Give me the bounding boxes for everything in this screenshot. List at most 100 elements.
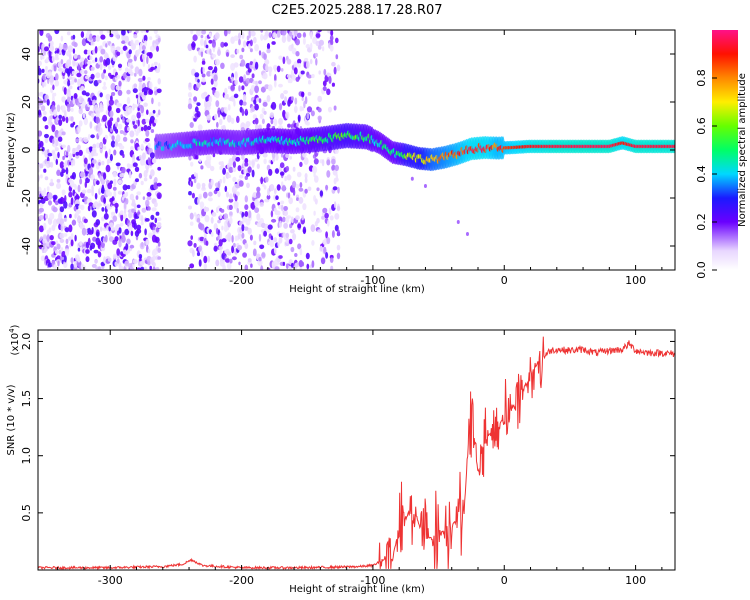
- spectrogram-cell: [56, 178, 61, 183]
- spectrogram-cell: [136, 204, 141, 209]
- spectrogram-cell: [227, 251, 232, 256]
- spectrogram-cell: [69, 54, 72, 61]
- spectrogram-cell: [84, 75, 91, 80]
- spectrogram-cell: [235, 156, 241, 162]
- spectrogram-cell: [48, 200, 52, 206]
- spectrogram-cell: [247, 258, 252, 263]
- spectrogram-cell: [66, 96, 71, 103]
- spectrogram-cell: [310, 42, 313, 51]
- spectrogram-cell: [140, 30, 144, 33]
- spectrogram-cell: [202, 185, 206, 190]
- spectrogram-cell: [322, 80, 327, 87]
- spectrogram-cell: [266, 48, 271, 54]
- spectrogram-cell: [152, 109, 156, 114]
- spectrogram-cell: [244, 162, 249, 167]
- spectrogram-cell: [119, 145, 125, 150]
- spectrogram-cell: [99, 92, 103, 98]
- spectrogram-cell: [229, 193, 233, 200]
- spectrogram-cell: [153, 201, 158, 208]
- spectrogram-cell: [84, 70, 88, 75]
- spectrogram-cell: [77, 54, 81, 60]
- spectrogram-cell: [135, 195, 139, 200]
- spectrogram-cell: [303, 157, 309, 165]
- spectrogram-cell: [336, 244, 341, 251]
- spectrogram-cell: [110, 30, 116, 35]
- spectrogram-cell: [195, 154, 199, 160]
- spectrogram-cell: [116, 33, 120, 40]
- spectrogram-cell: [83, 49, 88, 55]
- colorbar-gradient: [712, 30, 738, 270]
- spectrogram-cell: [112, 171, 118, 178]
- spectrogram-cell: [91, 185, 94, 192]
- spectrogram-cell: [113, 149, 117, 156]
- spectrogram-cell: [268, 32, 272, 38]
- spectrogram-cell: [192, 249, 195, 257]
- spectrogram-cell: [42, 116, 48, 122]
- spectrogram-cell: [201, 30, 207, 35]
- spectrogram-cell: [95, 219, 101, 226]
- spectrogram-cell: [223, 30, 228, 37]
- spectrogram-cell: [140, 180, 144, 186]
- spectrogram-cell: [156, 192, 162, 200]
- spectrogram-cell: [268, 66, 273, 73]
- spectrogram-cell: [91, 189, 94, 197]
- spectrogram-cell: [231, 256, 237, 261]
- spectrogram-cell: [55, 53, 59, 59]
- spectrogram-cell: [314, 52, 318, 58]
- spectrogram-cell: [310, 110, 315, 117]
- spectrogram-cell: [276, 65, 281, 73]
- spectrogram-cell: [129, 193, 135, 201]
- spectrogram-cell: [233, 99, 236, 107]
- spectrogram-cell: [266, 95, 271, 103]
- spectrogram-cell: [284, 176, 287, 182]
- spectrogram-cell: [145, 199, 150, 207]
- spectrogram-cell: [204, 207, 210, 212]
- spectrogram-cell: [123, 213, 127, 219]
- spectrogram-cell: [196, 102, 201, 106]
- spectrogram-cell: [145, 30, 149, 33]
- figure-title: C2E5.2025.288.17.28.R07: [271, 3, 442, 18]
- spectrogram-cell: [138, 154, 142, 160]
- spectrogram-cell: [121, 253, 126, 258]
- spectrogram-cell: [334, 224, 339, 232]
- spectrogram-cell: [64, 249, 70, 257]
- spectrogram-cell: [276, 184, 281, 191]
- spectrogram-cell: [97, 122, 102, 128]
- spectrogram-cell: [121, 235, 126, 243]
- spectrogram-cell: [289, 156, 293, 160]
- spectrogram-cell: [120, 213, 124, 222]
- spectrogram-cell: [143, 86, 148, 94]
- spectrogram-cell: [53, 153, 58, 162]
- spectrogram-cell: [190, 161, 194, 167]
- spectrogram-cell: [152, 229, 156, 237]
- spectrogram-cell: [270, 210, 274, 218]
- spectrogram-cell: [231, 235, 234, 243]
- spectrogram-cell: [116, 258, 120, 264]
- spectrogram-cell: [292, 166, 296, 172]
- spectrogram-cell: [120, 49, 124, 55]
- spectrogram-cell: [70, 107, 74, 112]
- spectrogram-cell: [133, 83, 138, 89]
- spectrogram-cell: [298, 187, 304, 192]
- spectrogram-cell: [152, 255, 157, 261]
- spectrogram-cell: [262, 101, 268, 107]
- spectrogram-cell: [102, 145, 107, 150]
- spectrogram-cell: [130, 145, 134, 152]
- spectrogram-cell: [255, 191, 261, 199]
- spectrogram-cell: [52, 206, 58, 213]
- spectrogram-cell: [55, 73, 59, 81]
- x-tick-label: 0: [501, 574, 508, 587]
- spectrogram-cell: [140, 105, 145, 114]
- spectrogram-cell: [79, 178, 83, 185]
- colorbar-tick-label: 0.4: [695, 165, 708, 183]
- spectrogram-cells: [38, 30, 469, 270]
- spectrogram-cell: [238, 76, 244, 83]
- spectrogram-cell: [139, 260, 145, 266]
- spectrogram-cell: [188, 99, 192, 104]
- spectrogram-cell: [227, 104, 231, 111]
- spectrogram-cell: [274, 74, 277, 82]
- spectrogram-cell: [296, 122, 299, 127]
- spectrogram-cell: [95, 116, 101, 125]
- spectrogram-cell: [140, 266, 145, 270]
